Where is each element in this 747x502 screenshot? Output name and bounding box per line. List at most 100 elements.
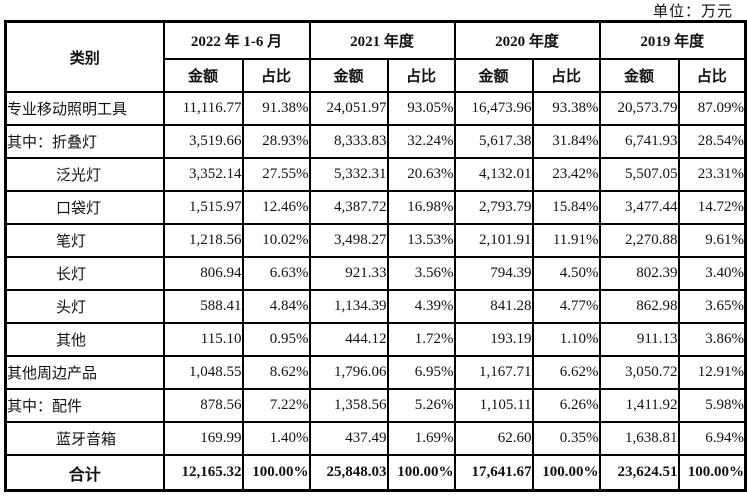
amount-cell: 5,332.31	[308, 157, 389, 192]
amount-cell: 5,617.38	[453, 124, 534, 159]
ratio-cell: 3.86%	[677, 322, 747, 357]
table-row: 泛光灯 3,352.14 27.55% 5,332.31 20.63% 4,132.01 2…	[4, 157, 747, 192]
amount-cell: 444.12	[308, 322, 389, 357]
ratio-cell: 5.98%	[677, 388, 747, 423]
amount-cell: 62.60	[453, 421, 534, 456]
table-row: 其他周边产品 1,048.55 8.62% 1,796.06 6.95% 1,167.71…	[4, 355, 747, 390]
amount-cell: 437.49	[308, 421, 389, 456]
table-row: 口袋灯 1,515.97 12.46% 4,387.72 16.98% 2,793.79 1…	[4, 190, 747, 225]
amount-cell: 878.56	[162, 388, 244, 423]
ratio-cell: 1.10%	[531, 322, 601, 357]
subheader-row: 金额 占比 金额 占比 金额 占比 金额 占比	[6, 58, 747, 93]
ratio-cell: 20.63%	[386, 157, 456, 192]
amount-cell: 588.41	[162, 289, 244, 324]
amount-header: 金额	[598, 58, 680, 93]
ratio-header: 占比	[241, 58, 311, 93]
table-row: 专业移动照明工具 11,116.77 91.38% 24,051.97 93.05% 16…	[4, 91, 747, 126]
amount-cell: 24,051.97	[308, 91, 389, 126]
table-row: 头灯 588.41 4.84% 1,134.39 4.39% 841.28 4.77% 862…	[4, 289, 747, 324]
row-label: 其他周边产品	[4, 355, 165, 390]
amount-cell: 794.39	[453, 256, 534, 291]
ratio-cell: 13.53%	[386, 223, 456, 258]
table-row: 长灯 806.94 6.63% 921.33 3.56% 794.39 4.50% 802.3…	[4, 256, 747, 291]
amount-cell: 8,333.83	[308, 124, 389, 159]
amount-cell: 12,165.32	[162, 454, 244, 492]
ratio-cell: 1.40%	[241, 421, 311, 456]
amount-cell: 169.99	[162, 421, 244, 456]
amount-cell: 1,515.97	[162, 190, 244, 225]
amount-cell: 1,411.92	[598, 388, 680, 423]
amount-cell: 1,796.06	[308, 355, 389, 390]
ratio-cell: 8.62%	[241, 355, 311, 390]
amount-cell: 1,134.39	[308, 289, 389, 324]
ratio-cell: 100.00%	[677, 454, 747, 492]
table-row: 其中：折叠灯 3,519.66 28.93% 8,333.83 32.24% 5,617.…	[4, 124, 747, 159]
ratio-cell: 5.26%	[386, 388, 456, 423]
ratio-cell: 6.26%	[531, 388, 601, 423]
ratio-cell: 7.22%	[241, 388, 311, 423]
amount-cell: 1,638.81	[598, 421, 680, 456]
period-header-2021: 2021 年度	[308, 20, 456, 60]
period-header-2020: 2020 年度	[453, 20, 601, 60]
ratio-cell: 0.95%	[241, 322, 311, 357]
amount-cell: 17,641.67	[453, 454, 534, 492]
ratio-cell: 3.40%	[677, 256, 747, 291]
ratio-cell: 100.00%	[241, 454, 311, 492]
ratio-cell: 4.84%	[241, 289, 311, 324]
amount-cell: 911.13	[598, 322, 680, 357]
amount-cell: 11,116.77	[162, 91, 244, 126]
ratio-cell: 14.72%	[677, 190, 747, 225]
ratio-cell: 15.84%	[531, 190, 601, 225]
amount-cell: 4,387.72	[308, 190, 389, 225]
amount-cell: 3,498.27	[308, 223, 389, 258]
ratio-cell: 0.35%	[531, 421, 601, 456]
table-row: 其中：配件 878.56 7.22% 1,358.56 5.26% 1,105.11 6.2…	[4, 388, 747, 423]
amount-cell: 3,519.66	[162, 124, 244, 159]
row-label: 笔灯	[4, 223, 165, 258]
ratio-cell: 93.05%	[386, 91, 456, 126]
ratio-cell: 4.77%	[531, 289, 601, 324]
ratio-cell: 11.91%	[531, 223, 601, 258]
amount-cell: 3,477.44	[598, 190, 680, 225]
amount-cell: 862.98	[598, 289, 680, 324]
amount-cell: 193.19	[453, 322, 534, 357]
ratio-cell: 4.39%	[386, 289, 456, 324]
ratio-header: 占比	[677, 58, 747, 93]
ratio-cell: 12.91%	[677, 355, 747, 390]
ratio-cell: 9.61%	[677, 223, 747, 258]
amount-cell: 1,167.71	[453, 355, 534, 390]
row-label: 泛光灯	[4, 157, 165, 192]
row-label: 蓝牙音箱	[4, 421, 165, 456]
category-header: 类别	[4, 20, 165, 93]
amount-cell: 3,050.72	[598, 355, 680, 390]
period-header-2019: 2019 年度	[598, 20, 747, 60]
ratio-cell: 28.54%	[677, 124, 747, 159]
revenue-breakdown-table: 类别 2022 年 1-6 月 2021 年度 2020 年度 2019 年度 …	[4, 20, 747, 492]
ratio-cell: 6.94%	[677, 421, 747, 456]
amount-cell: 3,352.14	[162, 157, 244, 192]
amount-cell: 1,218.56	[162, 223, 244, 258]
ratio-cell: 1.72%	[386, 322, 456, 357]
ratio-cell: 10.02%	[241, 223, 311, 258]
ratio-cell: 28.93%	[241, 124, 311, 159]
ratio-cell: 3.65%	[677, 289, 747, 324]
ratio-cell: 27.55%	[241, 157, 311, 192]
row-label: 其他	[4, 322, 165, 357]
ratio-header: 占比	[386, 58, 456, 93]
ratio-cell: 87.09%	[677, 91, 747, 126]
amount-cell: 806.94	[162, 256, 244, 291]
row-label: 头灯	[4, 289, 165, 324]
amount-cell: 2,793.79	[453, 190, 534, 225]
table-row: 其他 115.10 0.95% 444.12 1.72% 193.19 1.10% 911.1…	[4, 322, 747, 357]
amount-cell: 1,105.11	[453, 388, 534, 423]
period-header-row: 类别 2022 年 1-6 月 2021 年度 2020 年度 2019 年度	[4, 20, 747, 93]
ratio-cell: 6.63%	[241, 256, 311, 291]
ratio-cell: 12.46%	[241, 190, 311, 225]
amount-header: 金额	[308, 58, 389, 93]
ratio-cell: 32.24%	[386, 124, 456, 159]
ratio-cell: 23.42%	[531, 157, 601, 192]
amount-header: 金额	[453, 58, 534, 93]
ratio-cell: 100.00%	[386, 454, 456, 492]
amount-cell: 115.10	[162, 322, 244, 357]
